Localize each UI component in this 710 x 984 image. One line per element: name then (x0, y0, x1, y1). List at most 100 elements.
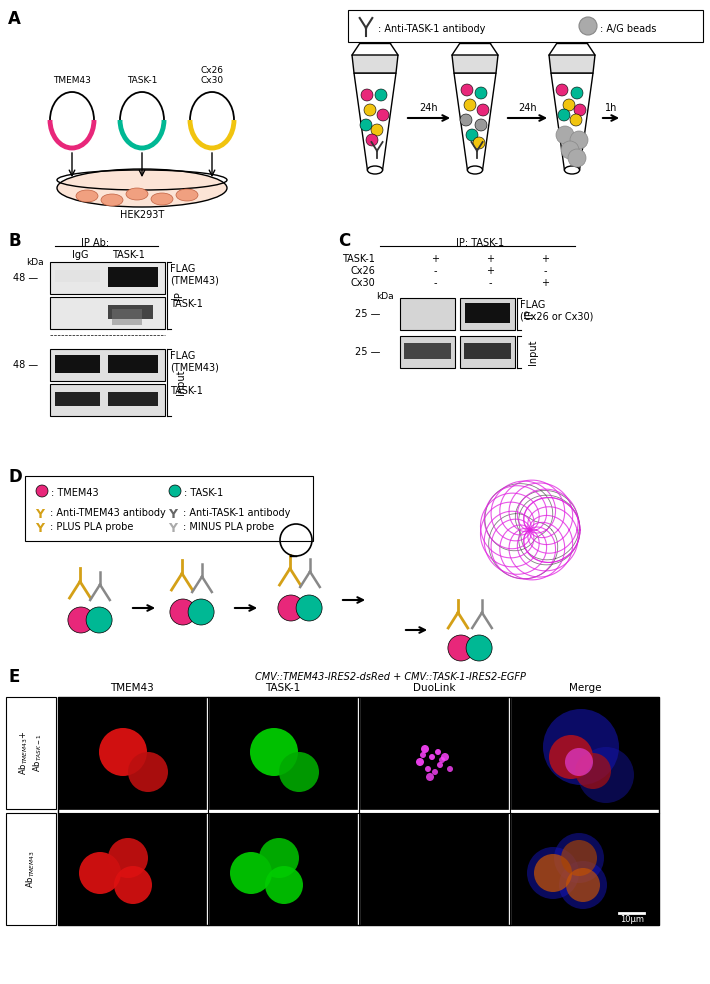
Text: IgG: IgG (72, 250, 88, 260)
Text: Merge: Merge (569, 683, 601, 693)
Text: E: E (8, 668, 19, 686)
Bar (58, 697, 206, 809)
Circle shape (466, 635, 492, 661)
Text: -: - (433, 266, 437, 276)
Circle shape (79, 852, 121, 894)
Text: +: + (431, 254, 439, 264)
Ellipse shape (467, 166, 483, 174)
Circle shape (425, 766, 431, 772)
Circle shape (460, 114, 472, 126)
Circle shape (416, 758, 424, 766)
Text: 10μm: 10μm (620, 915, 644, 924)
Bar (400, 336, 455, 368)
Circle shape (439, 757, 445, 763)
Bar (112, 309, 142, 325)
Bar (108, 267, 158, 287)
Circle shape (475, 119, 487, 131)
Text: Y: Y (35, 522, 44, 535)
Circle shape (549, 735, 593, 779)
Circle shape (556, 126, 574, 144)
Bar (460, 336, 515, 368)
Text: Ab$_{TMEM43}$+
Ab$_{TASK-1}$: Ab$_{TMEM43}$+ Ab$_{TASK-1}$ (18, 731, 45, 775)
Text: Ab$_{TMEM43}$: Ab$_{TMEM43}$ (25, 850, 37, 888)
Circle shape (437, 762, 443, 768)
Circle shape (128, 752, 168, 792)
Bar (348, 10, 703, 42)
Bar (25, 476, 313, 541)
Circle shape (578, 747, 634, 803)
Ellipse shape (564, 166, 579, 174)
Text: Y: Y (35, 508, 44, 521)
Text: Input: Input (528, 339, 538, 365)
Circle shape (366, 134, 378, 146)
Text: TMEM43: TMEM43 (53, 76, 91, 85)
Bar (464, 343, 511, 359)
Text: : PLUS PLA probe: : PLUS PLA probe (50, 522, 133, 532)
Circle shape (579, 17, 597, 35)
Text: +: + (486, 254, 494, 264)
Polygon shape (352, 55, 398, 73)
Text: +: + (541, 278, 549, 288)
Circle shape (534, 854, 572, 892)
Ellipse shape (57, 169, 227, 207)
Circle shape (575, 753, 611, 789)
Circle shape (561, 840, 597, 876)
Text: -: - (543, 266, 547, 276)
Text: D: D (8, 468, 22, 486)
Circle shape (230, 852, 272, 894)
Circle shape (571, 87, 583, 99)
Text: Y: Y (168, 522, 177, 535)
Ellipse shape (76, 190, 98, 202)
Ellipse shape (101, 194, 123, 206)
Text: 1h: 1h (605, 103, 617, 113)
Bar (209, 697, 357, 809)
Ellipse shape (120, 92, 164, 148)
Text: IP: TASK-1: IP: TASK-1 (456, 238, 504, 248)
Text: 48 —: 48 — (13, 360, 38, 370)
Circle shape (556, 84, 568, 96)
Text: FLAG
(TMEM43): FLAG (TMEM43) (170, 264, 219, 285)
Circle shape (371, 124, 383, 136)
Text: Cx30: Cx30 (350, 278, 375, 288)
Bar (360, 813, 508, 925)
Circle shape (475, 87, 487, 99)
Circle shape (169, 485, 181, 497)
Circle shape (461, 84, 473, 96)
Circle shape (435, 749, 441, 755)
Circle shape (574, 104, 586, 116)
Text: CMV::TMEM43-IRES2-dsRed + CMV::TASK-1-IRES2-EGFP: CMV::TMEM43-IRES2-dsRed + CMV::TASK-1-IR… (255, 672, 525, 682)
Text: 25 —: 25 — (354, 347, 380, 357)
Text: IP Ab:: IP Ab: (81, 238, 109, 248)
Bar (55, 392, 100, 406)
Polygon shape (452, 55, 498, 73)
Bar (400, 298, 455, 330)
Circle shape (570, 114, 582, 126)
Text: DuoLink: DuoLink (413, 683, 455, 693)
Circle shape (421, 745, 429, 753)
Circle shape (265, 866, 303, 904)
Text: Input: Input (176, 370, 186, 396)
Circle shape (188, 599, 214, 625)
Circle shape (477, 104, 489, 116)
Bar (465, 303, 510, 323)
Circle shape (375, 89, 387, 101)
Text: FLAG
(Cx26 or Cx30): FLAG (Cx26 or Cx30) (520, 300, 594, 322)
Text: -: - (488, 278, 492, 288)
Circle shape (36, 485, 48, 497)
Bar (58, 813, 206, 925)
Text: kDa: kDa (376, 292, 394, 301)
Circle shape (296, 595, 322, 621)
Circle shape (278, 595, 304, 621)
Circle shape (108, 838, 148, 878)
Circle shape (429, 754, 435, 760)
Circle shape (86, 607, 112, 633)
Text: : TMEM43: : TMEM43 (51, 488, 99, 498)
Circle shape (543, 709, 619, 785)
Circle shape (466, 129, 478, 141)
Text: TASK-1: TASK-1 (127, 76, 157, 85)
Bar (50, 349, 165, 381)
Bar (50, 384, 165, 416)
Circle shape (250, 728, 298, 776)
Bar (360, 697, 508, 809)
Circle shape (279, 752, 319, 792)
